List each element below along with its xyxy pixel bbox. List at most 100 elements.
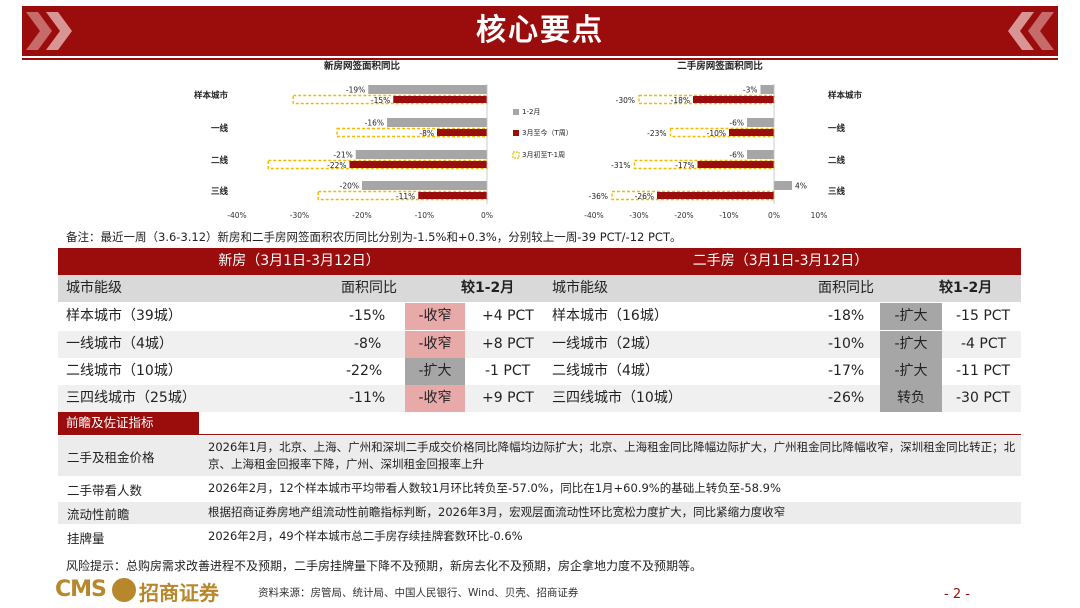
new-area: -15%: [349, 308, 386, 324]
logo-emblem-icon: [112, 578, 136, 602]
chevron-right-decoration-icon: [1008, 12, 1054, 50]
indicator-text: 根据招商证券房地产组流动性前瞻指标判断，2026年3月，宏观层面流动性环比宽松力…: [208, 505, 786, 519]
legend-label: 1-2月: [522, 108, 540, 116]
table-column-header: 城市能级 面积同比 较1-2月 城市能级 面积同比 较1-2月: [58, 275, 1021, 302]
data-label: -6%: [729, 151, 744, 160]
indicator-row: 挂牌量 2026年2月，49个样本城市总二手房存续挂牌套数环比-0.6%: [58, 526, 1021, 548]
table-row: 一线城市（4城） -8% -收窄 +8 PCT 一线城市（2城） -10% -扩…: [58, 331, 1021, 358]
data-label: -30%: [616, 96, 635, 105]
header-city-new: 城市能级: [66, 280, 122, 296]
new-compare: -1 PCT: [485, 363, 531, 379]
second-house-title: 二手房（3月1日-3月12日）: [692, 253, 869, 269]
new-city: 一线城市（4城）: [66, 336, 173, 352]
legend-swatch-early-march: [512, 151, 520, 159]
category-label: 样本城市: [194, 90, 229, 101]
bar-early-march-outline: [638, 94, 775, 105]
new-area: -11%: [349, 390, 386, 406]
data-label: -26%: [635, 192, 654, 201]
x-tick-label: 10%: [811, 211, 828, 220]
table-row: 样本城市（39城） -15% -收窄 +4 PCT 样本城市（16城） -18%…: [58, 303, 1021, 330]
legend-swatch-1-2-month: [513, 109, 519, 115]
bar-1-2-month: [747, 118, 774, 127]
new-compare: +4 PCT: [482, 308, 534, 324]
data-label: 4%: [795, 182, 807, 191]
second-trend-badge: 转负: [880, 385, 942, 412]
indicator-label: 二手带看人数: [67, 483, 143, 498]
bar-1-2-month: [760, 85, 774, 94]
data-label: -10%: [707, 129, 726, 138]
header-area-new: 面积同比: [341, 280, 397, 296]
data-label: -15%: [371, 96, 390, 105]
indicator-label: 二手及租金价格: [67, 450, 155, 465]
second-area: -10%: [828, 336, 865, 352]
bar-1-2-month: [355, 150, 487, 159]
header-area-second: 面积同比: [818, 280, 874, 296]
page-title: 核心要点: [476, 13, 604, 48]
bar-early-march-outline: [633, 159, 775, 170]
data-label: -17%: [675, 161, 694, 170]
indicators-section-title: 前瞻及佐证指标: [58, 412, 199, 434]
second-city: 二线城市（4城）: [552, 363, 659, 379]
bar-march-to-date: [437, 129, 487, 136]
category-label: 二线: [828, 155, 846, 166]
header-compare-second: 较1-2月: [939, 280, 993, 296]
bar-march-to-date: [393, 96, 487, 103]
x-tick-label: -10%: [719, 211, 738, 220]
indicator-text: 2026年2月，12个样本城市平均带看人数较1月环比转负至-57.0%，同比在1…: [208, 481, 781, 495]
x-tick-label: -40%: [584, 211, 603, 220]
bar-1-2-month: [387, 118, 487, 127]
bar-march-to-date: [729, 129, 774, 136]
table-row: 二线城市（10城） -22% -扩大 -1 PCT 二线城市（4城） -17% …: [58, 358, 1021, 385]
second-trend-badge: -扩大: [880, 303, 942, 330]
indicator-text: 2026年2月，49个样本城市总二手房存续挂牌套数环比-0.6%: [208, 529, 523, 543]
second-city: 一线城市（2城）: [552, 336, 659, 352]
second-area: -17%: [828, 363, 865, 379]
category-label: 样本城市: [828, 90, 863, 101]
data-label: -23%: [647, 129, 666, 138]
data-label: -18%: [671, 96, 690, 105]
second-area: -18%: [828, 308, 865, 324]
bar-early-march-outline: [336, 127, 488, 138]
chart-note: 备注：最近一周（3.6-3.12）新房和二手房网签面积农历同比分别为-1.5%和…: [66, 230, 682, 244]
legend-swatch-march-to-date: [513, 130, 519, 136]
second-area: -26%: [828, 390, 865, 406]
title-underline: [22, 58, 1058, 60]
chart-title: 二手房网签面积同比: [677, 60, 763, 72]
new-area: -8%: [354, 336, 382, 352]
indicator-label: 流动性前瞻: [67, 507, 130, 522]
second-compare: -15 PCT: [956, 308, 1011, 324]
new-trend-badge: -收窄: [405, 385, 465, 412]
second-compare: -11 PCT: [956, 363, 1011, 379]
new-compare: +9 PCT: [482, 390, 534, 406]
bar-march-to-date: [657, 192, 774, 199]
title-banner: 核心要点: [22, 6, 1058, 56]
data-label: -3%: [743, 86, 758, 95]
x-tick-label: -20%: [674, 211, 693, 220]
x-tick-label: 0%: [481, 211, 493, 220]
x-tick-label: -40%: [227, 211, 246, 220]
chart-title: 新房网签面积同比: [324, 60, 401, 72]
x-tick-label: -30%: [629, 211, 648, 220]
bar-1-2-month: [368, 85, 487, 94]
data-label: -8%: [419, 129, 434, 138]
page-number: - 2 -: [944, 587, 970, 602]
bar-1-2-month: [362, 181, 487, 190]
bar-1-2-month: [747, 150, 774, 159]
logo-latin: CMS: [55, 577, 107, 602]
data-label: -20%: [340, 182, 359, 191]
data-source: 资料来源：房管局、统计局、中国人民银行、Wind、贝壳、招商证券: [258, 587, 579, 599]
table-row: 三四线城市（25城） -11% -收窄 +9 PCT 三四线城市（10城） -2…: [58, 385, 1021, 412]
data-label: -31%: [611, 161, 630, 170]
table-title-bar: 新房（3月1日-3月12日） 二手房（3月1日-3月12日）: [58, 248, 1021, 275]
data-label: -21%: [333, 151, 352, 160]
legend-label: 3月至今（T周）: [522, 128, 573, 137]
category-label: 一线: [211, 123, 229, 134]
data-label: -16%: [365, 119, 384, 128]
new-trend-badge: -收窄: [405, 303, 465, 330]
category-label: 三线: [211, 186, 229, 197]
chevron-left-decoration-icon: [26, 12, 72, 50]
second-city: 样本城市（16城）: [552, 308, 668, 324]
category-label: 二线: [211, 155, 229, 166]
indicator-row: 流动性前瞻 根据招商证券房地产组流动性前瞻指标判断，2026年3月，宏观层面流动…: [58, 502, 1021, 524]
new-trend-badge: -扩大: [405, 358, 465, 385]
